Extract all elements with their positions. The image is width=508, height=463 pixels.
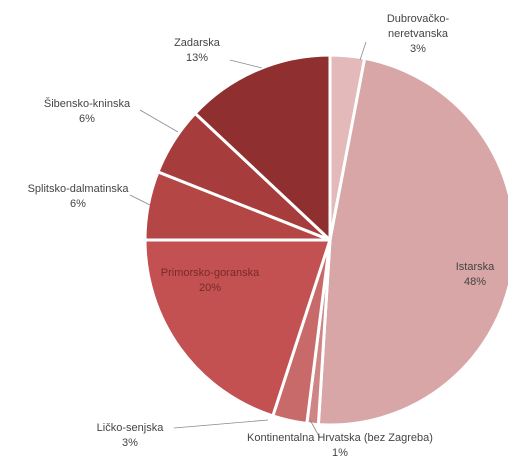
leader-line-dubrovacko-neretvanska	[359, 41, 367, 61]
leader-line-zadarska	[229, 59, 263, 69]
slice-label-zadarska: Zadarska 13%	[174, 37, 221, 64]
slice-label-sibensko-kninska: Šibensko-kninska 6%	[44, 97, 131, 125]
leader-lines	[129, 41, 367, 439]
pie-slice-istarska	[316, 56, 508, 427]
slice-label-licko-senjska: Ličko-senjska 3%	[97, 422, 165, 449]
leader-line-splitsko-dalmatinska	[129, 194, 151, 206]
pie-slice-zadarska	[193, 53, 332, 244]
slice-label-dubrovacko-neretvanska: Dubrovačko-neretvanska 3%	[387, 13, 450, 55]
slice-labels: Dubrovačko-neretvanska 3% Istarska 48% Konti…	[28, 13, 496, 459]
leader-line-sibensko-kninska	[139, 109, 179, 133]
leader-line-licko-senjska	[173, 419, 269, 429]
leader-line-kontinentalna-hrvatska-bez-zagreba	[309, 419, 321, 439]
slice-label-primorsko-goranska: Primorsko-goranska 20%	[161, 267, 260, 294]
slice-label-kontinentalna-hrvatska-bez-zagreba: Kontinentalna Hrvatska (bez Zagreba) 1%	[247, 432, 433, 459]
slice-label-istarska: Istarska 48%	[456, 261, 495, 288]
pie-slices	[143, 53, 508, 427]
pie-slice-primorsko-goranska	[143, 238, 333, 418]
slice-label-splitsko-dalmatinska: Splitsko-dalmatinska 6%	[28, 183, 130, 210]
